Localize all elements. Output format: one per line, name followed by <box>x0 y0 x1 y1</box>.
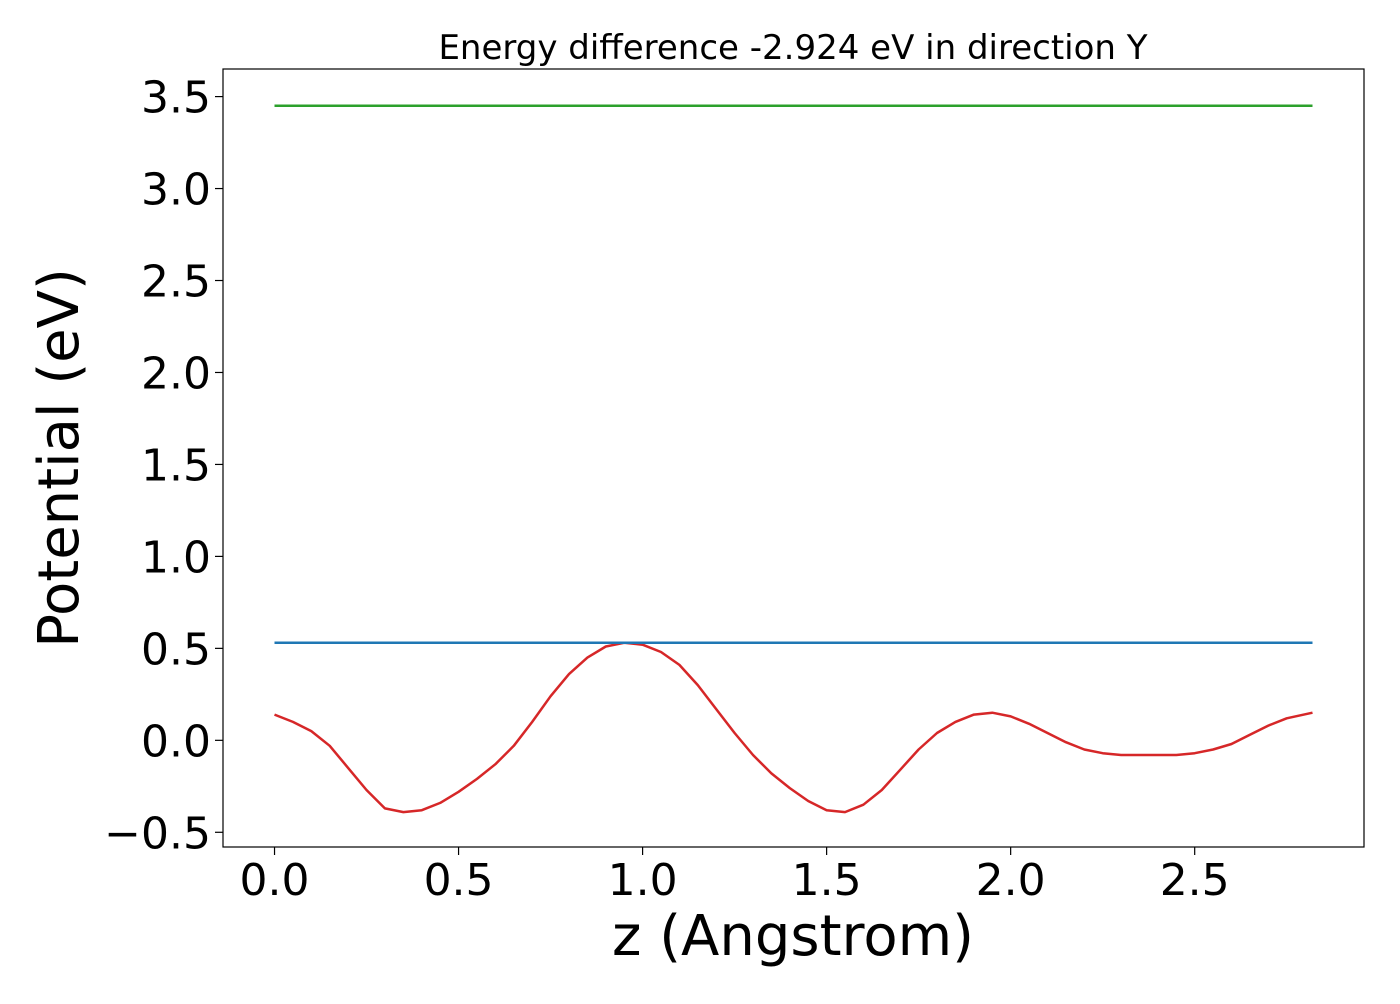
plot-frame <box>222 68 1365 848</box>
plot-area-group <box>274 104 1313 814</box>
x-tick-label: 0.5 <box>424 855 494 906</box>
y-tick-label: 3.0 <box>141 165 211 216</box>
y-tick-label: 0.0 <box>141 716 211 767</box>
chart-title: Energy difference -2.924 eV in direction… <box>438 28 1147 68</box>
x-tick-label: 2.5 <box>1160 855 1230 906</box>
y-tick-label: 1.5 <box>141 440 211 491</box>
y-tick-label: 3.5 <box>141 73 211 124</box>
y-tick-label: 1.0 <box>141 532 211 583</box>
x-tick-label: 1.5 <box>792 855 862 906</box>
x-tick-label: 2.0 <box>976 855 1046 906</box>
axes-group: 0.0 0.5 1.0 1.5 2.0 2.5 −0.5 0.0 0.5 1.0 1.5 2.0 2.5… <box>104 68 1365 906</box>
series-line-0 <box>274 641 1313 814</box>
y-axis-label: Potential (eV) <box>27 268 92 648</box>
x-tick-label: 0.0 <box>240 855 310 906</box>
x-axis-label: z (Angstrom) <box>612 904 974 969</box>
y-tick-label: 0.5 <box>141 624 211 675</box>
y-tick-label: 2.5 <box>141 257 211 308</box>
y-tick-label: −0.5 <box>104 808 211 859</box>
y-tick-label: 2.0 <box>141 348 211 399</box>
x-tick-label: 1.0 <box>608 855 678 906</box>
